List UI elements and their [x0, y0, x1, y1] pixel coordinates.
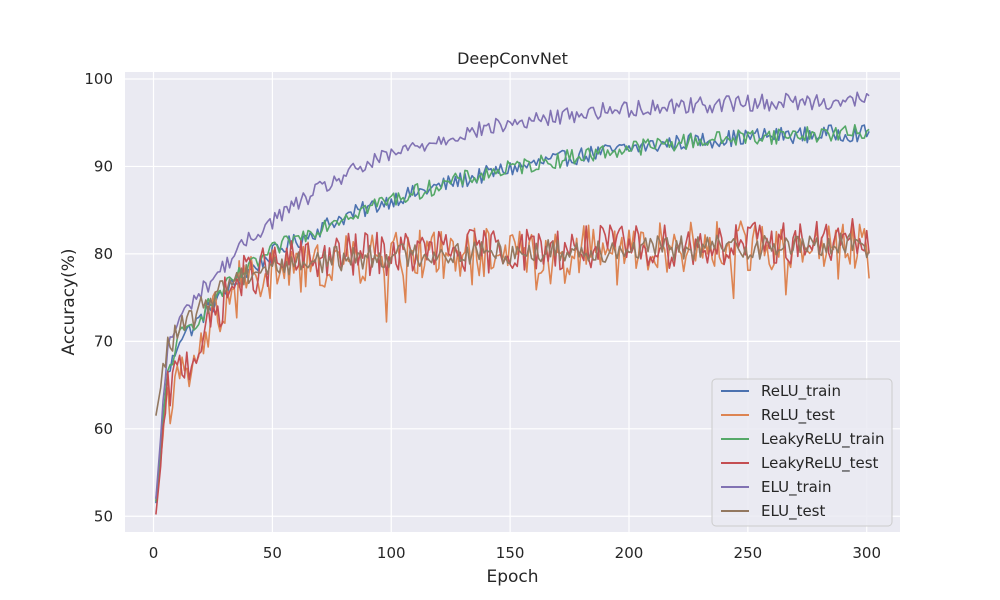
x-tick-labels: 0 50 100 150 200 250 300 [149, 544, 881, 562]
x-axis-label: Epoch [486, 567, 538, 587]
x-tick-label: 300 [852, 544, 881, 562]
legend-box [711, 378, 893, 527]
x-tick-label: 50 [263, 544, 282, 562]
series-line-elu-train [155, 91, 870, 499]
x-tick-label: 100 [377, 544, 406, 562]
legend: ReLU_train ReLU_test LeakyReLU_train LeakyR… [711, 378, 893, 527]
series-lines [155, 91, 870, 515]
y-tick-label: 60 [94, 420, 113, 438]
x-tick-label: 150 [496, 544, 525, 562]
series-line-relu-train [155, 124, 870, 504]
x-tick-label: 0 [149, 544, 159, 562]
legend-label: LeakyReLU_test [761, 454, 879, 473]
y-tick-label: 90 [94, 157, 113, 175]
legend-label: ReLU_train [761, 382, 841, 401]
legend-label: ReLU_test [761, 406, 835, 425]
x-tick-label: 200 [615, 544, 644, 562]
y-tick-label: 50 [94, 507, 113, 525]
y-tick-label: 100 [84, 70, 113, 88]
chart-title: DeepConvNet [457, 49, 568, 68]
legend-label: ELU_test [761, 502, 825, 521]
y-tick-label: 70 [94, 332, 113, 350]
series-line-leakyrelu-test [155, 217, 870, 515]
legend-label: LeakyReLU_train [761, 430, 885, 449]
y-axis-label: Accuracy(%) [59, 248, 79, 355]
series-line-elu-test [155, 232, 870, 416]
y-tick-label: 80 [94, 245, 113, 263]
series-line-leakyrelu-train [155, 124, 870, 502]
y-tick-labels: 50 60 70 80 90 100 [84, 70, 113, 525]
legend-label: ELU_train [761, 478, 831, 497]
x-tick-label: 250 [734, 544, 763, 562]
